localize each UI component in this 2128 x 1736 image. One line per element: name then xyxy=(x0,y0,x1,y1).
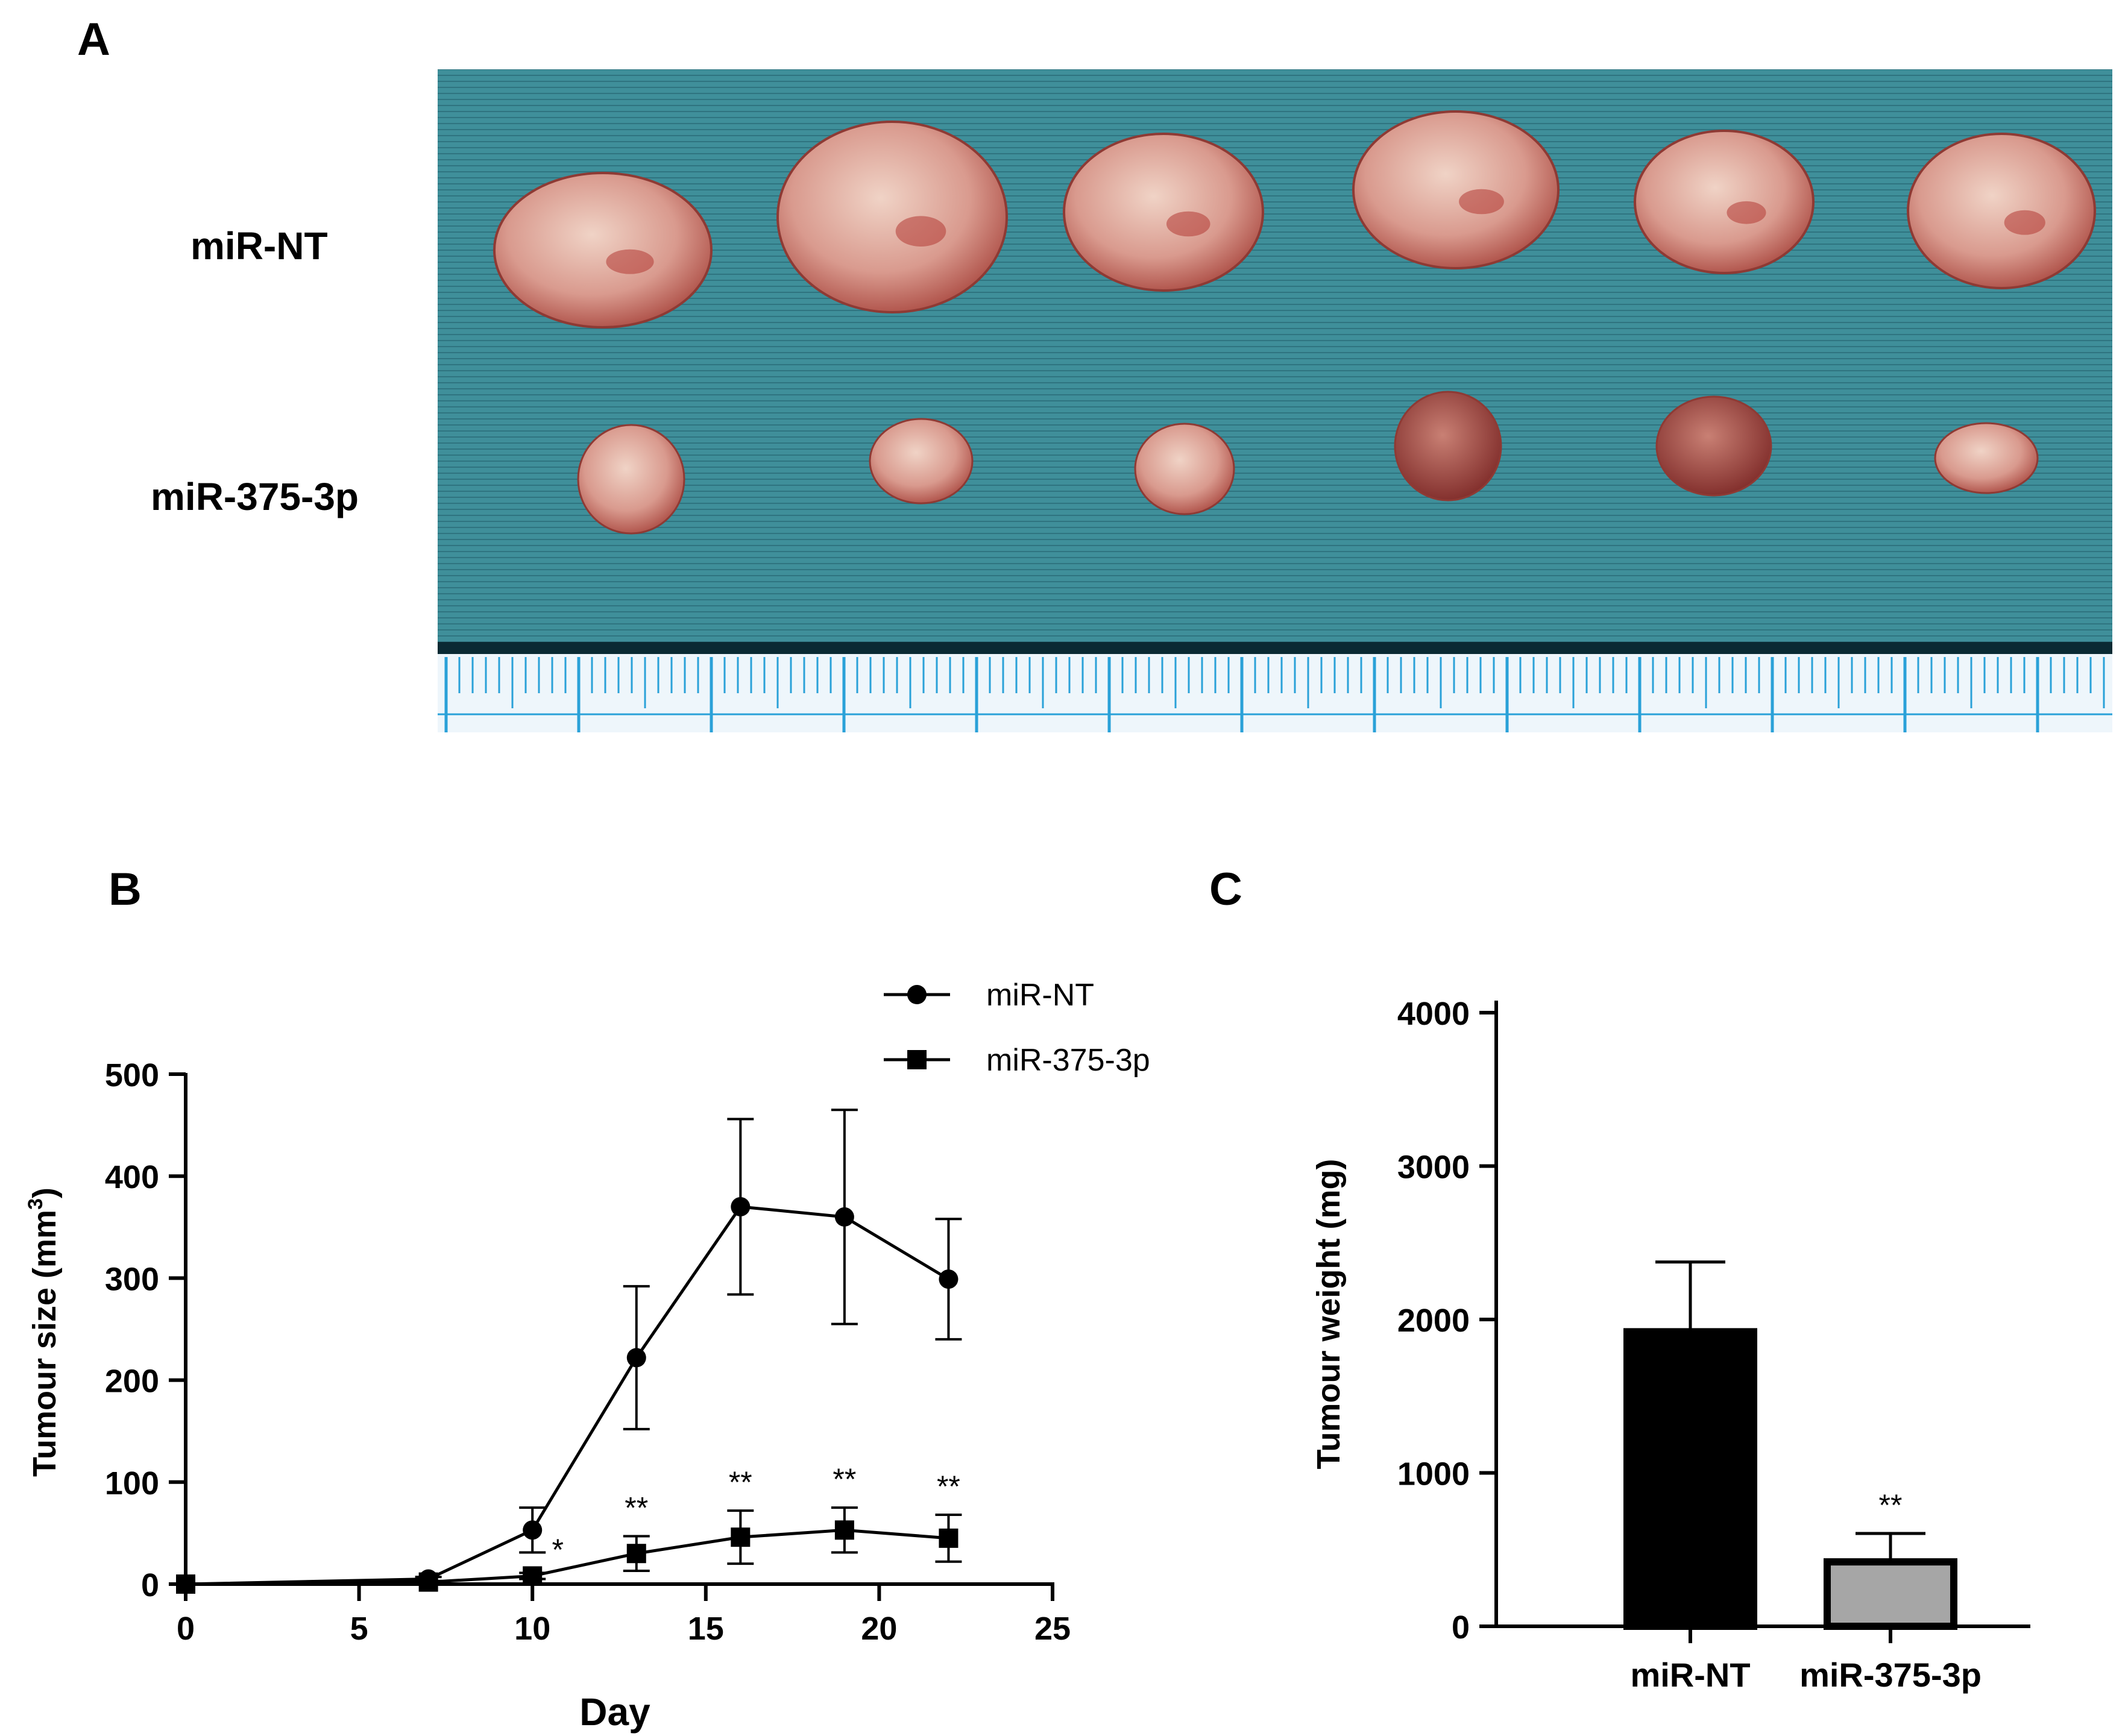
tumour-mir-nt-1 xyxy=(493,172,713,329)
data-point-square xyxy=(523,1566,543,1586)
tumour-blemish xyxy=(1166,211,1210,237)
tumour-blemish xyxy=(2004,210,2045,235)
tumour-mir-nt-2 xyxy=(776,121,1008,313)
y-tick-label: 500 xyxy=(105,1057,159,1093)
x-tick-label: 25 xyxy=(1034,1611,1071,1647)
data-point-square xyxy=(626,1544,646,1564)
data-point-circle xyxy=(523,1520,543,1540)
tumour-mir-nt-4 xyxy=(1352,110,1560,269)
legend-marker-square xyxy=(907,1050,927,1069)
data-point-square xyxy=(939,1528,959,1548)
panel-a-letter: A xyxy=(77,14,110,65)
tumour-blemish xyxy=(895,216,946,247)
y-tick-label: 400 xyxy=(105,1159,159,1195)
x-tick-label: miR-375-3p xyxy=(1799,1656,1982,1694)
data-point-square xyxy=(418,1572,438,1592)
significance-marker: ** xyxy=(1879,1488,1903,1522)
tumour-mir-375-3p-3 xyxy=(1134,423,1235,515)
data-point-square xyxy=(731,1527,751,1547)
x-tick-label: 5 xyxy=(350,1611,368,1647)
significance-marker: ** xyxy=(833,1462,856,1496)
y-tick-label: 200 xyxy=(105,1363,159,1400)
significance-marker: * xyxy=(552,1533,563,1567)
y-tick-label: 3000 xyxy=(1397,1149,1470,1186)
tumour-mir-nt-6 xyxy=(1907,133,2096,289)
x-tick-label: 10 xyxy=(514,1611,550,1647)
data-point-circle xyxy=(626,1348,646,1368)
legend-label: miR-NT xyxy=(986,978,1094,1013)
tumour-mir-375-3p-1 xyxy=(577,424,685,535)
data-point-circle xyxy=(834,1207,854,1227)
tumour-blemish xyxy=(1727,201,1766,224)
tumour-mir-375-3p-5 xyxy=(1655,395,1772,497)
significance-marker: ** xyxy=(937,1470,960,1503)
ruler xyxy=(438,642,2112,732)
legend-marker-circle xyxy=(907,985,927,1004)
legend-label: miR-375-3p xyxy=(986,1043,1150,1078)
significance-marker: ** xyxy=(625,1491,648,1524)
y-tick-label: 100 xyxy=(105,1465,159,1502)
y-tick-label: 2000 xyxy=(1397,1303,1470,1339)
x-tick-label: 15 xyxy=(688,1611,724,1647)
panel-b-letter: B xyxy=(109,864,142,915)
tumour-mir-375-3p-2 xyxy=(869,418,974,505)
row-label-mir-375-3p: miR-375-3p xyxy=(151,475,359,518)
x-tick-label: 20 xyxy=(861,1611,897,1647)
significance-marker: ** xyxy=(729,1465,752,1499)
y-tick-label: 4000 xyxy=(1397,996,1470,1032)
x-tick-label: miR-NT xyxy=(1630,1656,1750,1694)
y-axis-label: Tumour size (mm3) xyxy=(24,1187,63,1477)
tumour-mir-375-3p-6 xyxy=(1934,422,2039,494)
y-tick-label: 1000 xyxy=(1397,1456,1470,1492)
drape-background xyxy=(438,69,2112,720)
tumour-mir-nt-5 xyxy=(1634,130,1815,274)
data-point-square xyxy=(834,1520,854,1540)
tumour-blemish xyxy=(1459,189,1504,215)
y-tick-label: 0 xyxy=(1452,1609,1470,1646)
data-point-circle xyxy=(939,1269,959,1289)
x-tick-label: 0 xyxy=(177,1611,195,1647)
y-tick-label: 0 xyxy=(141,1567,159,1603)
y-tick-label: 300 xyxy=(105,1261,159,1297)
tumour-mir-nt-3 xyxy=(1063,133,1264,292)
row-label-mir-nt: miR-NT xyxy=(190,224,328,268)
data-point-circle xyxy=(731,1197,751,1216)
bar-miR-375-3p xyxy=(1824,1558,1957,1631)
tumour-mir-375-3p-4 xyxy=(1394,391,1502,502)
bar-miR-NT xyxy=(1623,1328,1757,1631)
x-axis-label: Day xyxy=(579,1690,650,1734)
y-axis-label: Tumour weight (mg) xyxy=(1311,1159,1347,1470)
data-point-square xyxy=(176,1574,195,1594)
panel-c-letter: C xyxy=(1209,864,1242,915)
tumour-blemish xyxy=(606,249,654,274)
